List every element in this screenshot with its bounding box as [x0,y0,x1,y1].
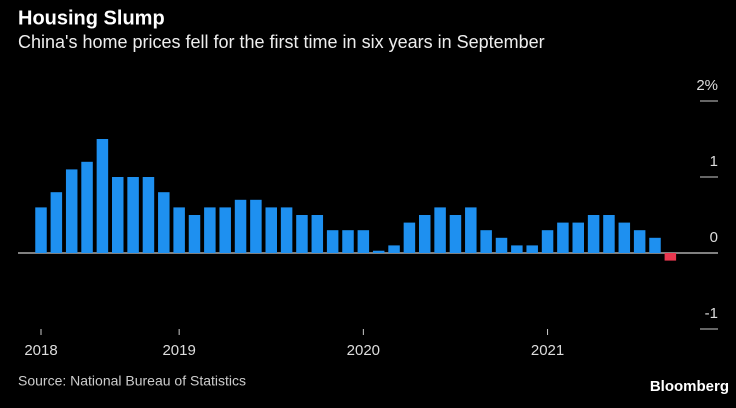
bar [618,222,631,253]
bar [234,199,247,253]
bar [649,237,661,253]
bar [342,230,354,253]
x-tick-label: 2021 [531,342,564,359]
source: Source: National Bureau of Statistics [18,373,246,389]
y-tick-label: 0 [710,229,718,246]
bar [311,215,324,253]
bar [480,230,492,253]
bar [495,237,508,253]
bar [449,215,462,253]
bar [219,207,231,253]
bar [357,230,370,253]
bar [419,215,431,253]
chart-subtitle: China's home prices fell for the first t… [18,32,545,52]
bar [434,207,446,253]
bar [35,207,47,253]
bar [587,215,600,253]
bar [372,250,385,253]
bar [96,139,109,253]
bar [265,207,277,253]
y-tick-label: -1 [705,305,718,322]
chart-title: Housing Slump [18,7,165,29]
bar [664,253,677,261]
bar [633,230,646,253]
bar [465,207,477,253]
bar [188,215,201,253]
bar [388,245,400,253]
bar [112,177,124,253]
x-tick-label: 2020 [347,342,380,359]
x-tick-label: 2018 [24,342,57,359]
bar [158,192,170,253]
bar [127,177,139,253]
bar [142,177,155,253]
y-tick-label: 1 [710,153,718,170]
bar [403,222,416,253]
bar [296,215,308,253]
bar [50,192,63,253]
bar [204,207,216,253]
bar [173,207,185,253]
bar [572,222,584,253]
bar [65,169,78,253]
x-tick-label: 2019 [162,342,195,359]
bar [326,230,339,253]
bar [557,222,569,253]
bar [603,215,615,253]
y-tick-label: 2% [696,77,718,94]
bar [511,245,523,253]
bar [250,199,262,253]
bar [280,207,293,253]
bar [541,230,554,253]
bar [81,161,93,253]
brand: Bloomberg [650,378,729,395]
bar [526,245,538,253]
